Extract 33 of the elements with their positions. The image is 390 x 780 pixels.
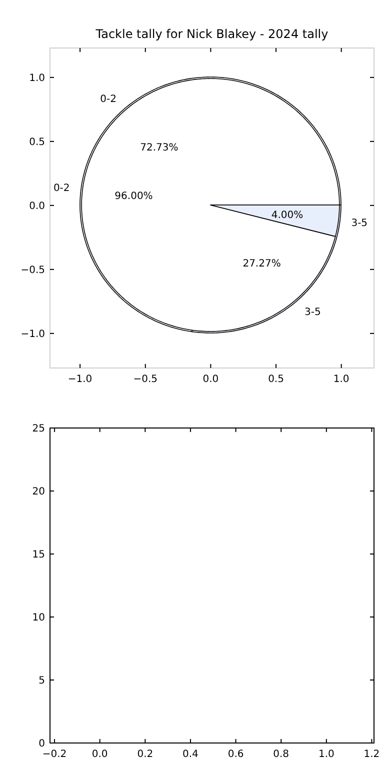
y-tick-label: 0.0 [29, 200, 45, 212]
x-tick-label: −0.5 [133, 374, 158, 385]
x-tick-label: 1.0 [333, 374, 350, 385]
y-tick-label: 20 [32, 486, 45, 498]
slice-label: 0-2 [53, 183, 70, 194]
data-label: 72.73% [140, 142, 178, 154]
y-tick-label: 15 [32, 550, 45, 560]
x-tick-label: 0.0 [202, 374, 219, 385]
x-tick-label: 0.5 [268, 374, 284, 385]
x-tick-label: −1.0 [68, 374, 92, 385]
x-tick-label: 0.6 [228, 749, 244, 760]
x-tick-label: 0.4 [182, 749, 198, 760]
y-tick-label: 10 [32, 612, 45, 624]
data-label: 27.27% [242, 258, 281, 270]
x-tick-label: 0.2 [137, 749, 154, 760]
y-tick-label: 0 [38, 738, 45, 750]
slice-label: 3-5 [304, 306, 321, 318]
y-tick-label: 5 [38, 676, 45, 686]
y-tick-label: −1.0 [20, 328, 45, 340]
slice-label: 0-2 [100, 94, 116, 106]
x-tick-label: −0.2 [42, 749, 67, 760]
y-tick-label: 0.5 [29, 136, 45, 148]
x-tick-label: 1.2 [364, 749, 380, 760]
data-label: 96.00% [114, 190, 153, 202]
x-tick-label: 0.0 [92, 749, 108, 760]
y-tick-label: −0.5 [20, 264, 45, 276]
slice-label: 3-5 [351, 218, 368, 229]
x-tick-label: 1.0 [318, 749, 334, 760]
y-tick-label: 1.0 [29, 72, 45, 84]
chart-title: Tackle tally for Nick Blakey - 2024 tally [94, 27, 328, 41]
y-tick-label: 25 [32, 424, 45, 434]
data-label: 4.00% [271, 210, 304, 222]
x-tick-label: 0.8 [273, 749, 290, 760]
